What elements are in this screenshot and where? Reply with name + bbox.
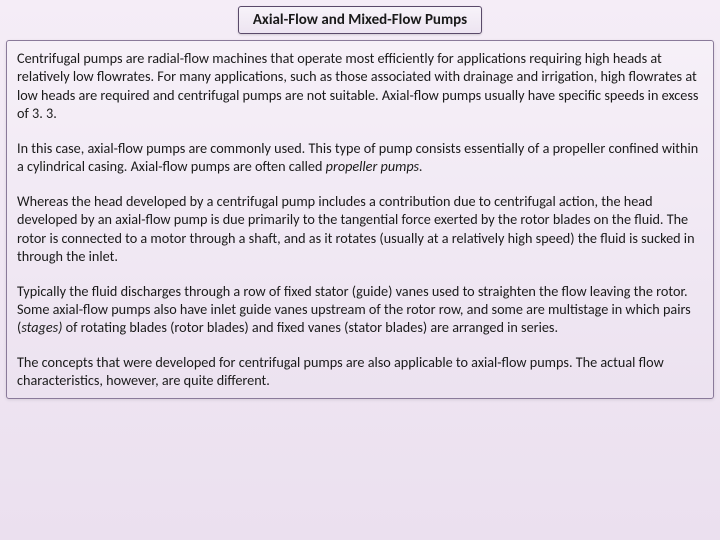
page-title: Axial-Flow and Mixed-Flow Pumps [253, 11, 467, 29]
paragraph-3: Whereas the head developed by a centrifu… [17, 192, 703, 266]
title-container: Axial-Flow and Mixed-Flow Pumps [238, 6, 482, 34]
paragraph-1: Centrifugal pumps are radial-flow machin… [17, 49, 703, 123]
paragraph-4-italic: stages) [21, 318, 62, 336]
paragraph-5: The concepts that were developed for cen… [17, 353, 703, 390]
paragraph-4-text-c: of rotating blades (rotor blades) and fi… [62, 318, 558, 336]
paragraph-2: In this case, axial-flow pumps are commo… [17, 139, 703, 176]
paragraph-4: Typically the fluid discharges through a… [17, 282, 703, 337]
paragraph-2-italic: propeller pumps. [326, 157, 423, 175]
content-container: Centrifugal pumps are radial-flow machin… [6, 40, 714, 399]
